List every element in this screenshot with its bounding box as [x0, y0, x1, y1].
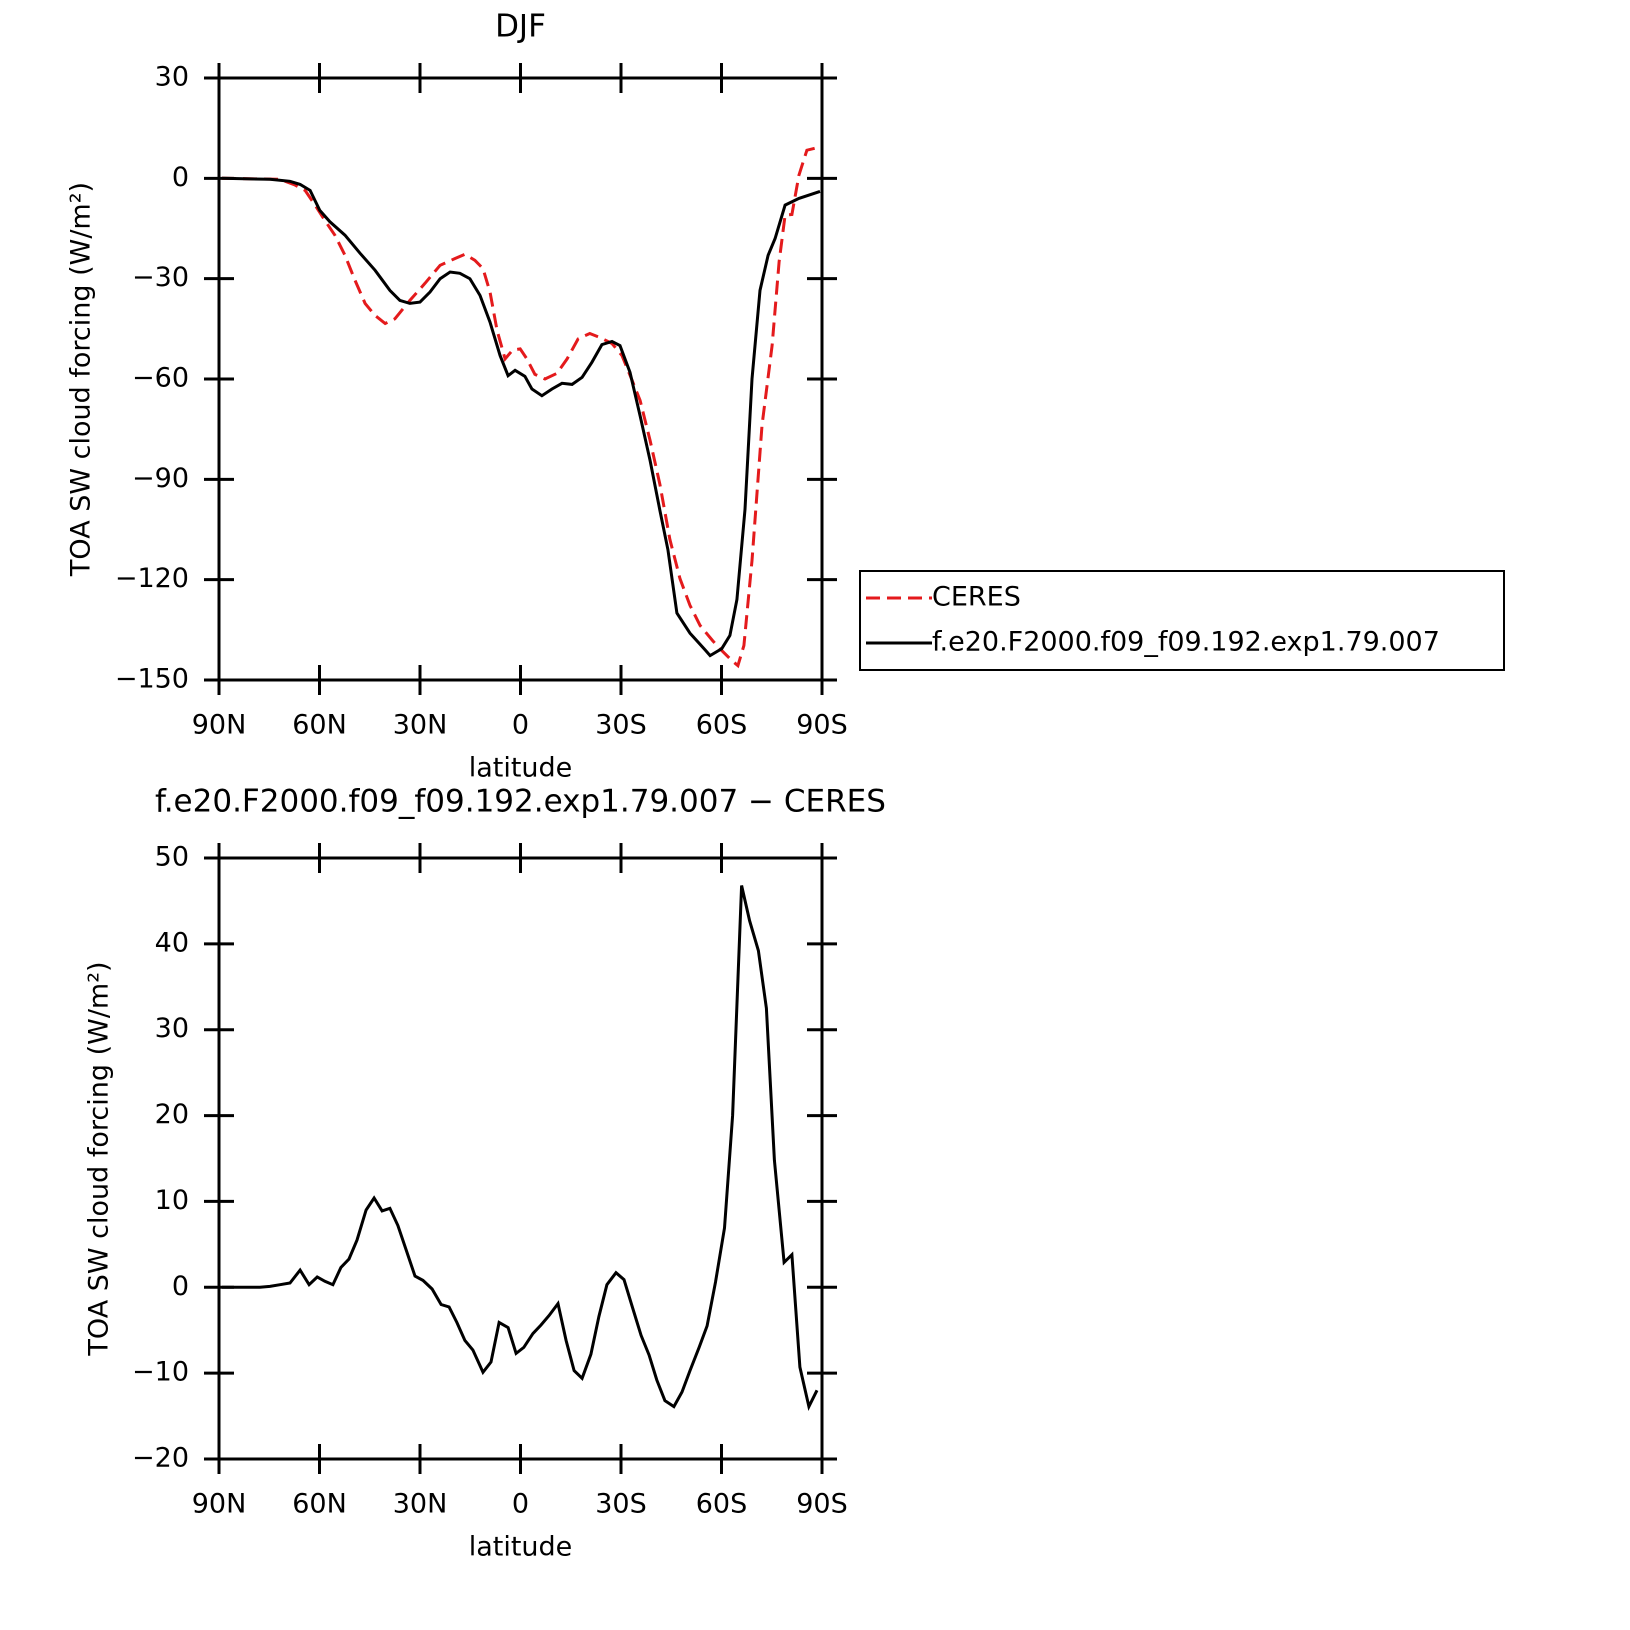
y-tick-label: 30	[155, 62, 189, 93]
plot-frame	[217, 76, 824, 682]
x-tick-label: 60N	[292, 710, 347, 741]
y-axis-label: TOA SW cloud forcing (W/m²)	[66, 182, 97, 577]
legend-label: f.e20.F2000.f09_f09.192.exp1.79.007	[932, 627, 1440, 658]
x-tick-label: 30S	[595, 1489, 647, 1520]
data-line	[221, 176, 821, 658]
x-tick-label: 0	[512, 1489, 529, 1520]
data-line	[221, 146, 821, 669]
x-tick-label: 30N	[393, 1489, 448, 1520]
x-axis-label: latitude	[469, 1532, 573, 1563]
x-tick-label: 90N	[192, 1489, 247, 1520]
y-tick-label: 0	[172, 1271, 189, 1302]
x-tick-label: 60S	[696, 1489, 748, 1520]
y-tick-label: 20	[155, 1099, 189, 1130]
chart-title: DJF	[495, 9, 546, 45]
y-tick-label: −30	[132, 262, 189, 293]
y-tick-label: −90	[132, 463, 189, 494]
x-tick-label: 90S	[796, 1489, 848, 1520]
x-tick-label: 30S	[595, 710, 647, 741]
plot-frame	[217, 856, 824, 1461]
chart-title: f.e20.F2000.f09_f09.192.exp1.79.007 − CE…	[155, 784, 886, 820]
x-tick-label: 90S	[796, 710, 848, 741]
y-tick-label: −150	[115, 664, 189, 695]
y-tick-label: 50	[155, 842, 189, 873]
x-axis-label: latitude	[469, 753, 573, 784]
y-tick-label: −120	[115, 563, 189, 594]
y-tick-label: −60	[132, 363, 189, 394]
legend-box	[859, 570, 1505, 671]
x-tick-label: 60N	[292, 1489, 347, 1520]
x-tick-label: 0	[512, 710, 529, 741]
y-axis-label: TOA SW cloud forcing (W/m²)	[84, 961, 115, 1356]
x-tick-label: 60S	[696, 710, 748, 741]
y-tick-label: 40	[155, 927, 189, 958]
x-tick-label: 90N	[192, 710, 247, 741]
y-tick-label: −20	[132, 1443, 189, 1474]
y-tick-label: 10	[155, 1185, 189, 1216]
y-tick-label: 0	[172, 162, 189, 193]
data-line	[222, 885, 819, 1412]
x-tick-label: 30N	[393, 710, 448, 741]
y-tick-label: 30	[155, 1013, 189, 1044]
y-tick-label: −10	[132, 1357, 189, 1388]
legend-label: CERES	[932, 582, 1021, 613]
